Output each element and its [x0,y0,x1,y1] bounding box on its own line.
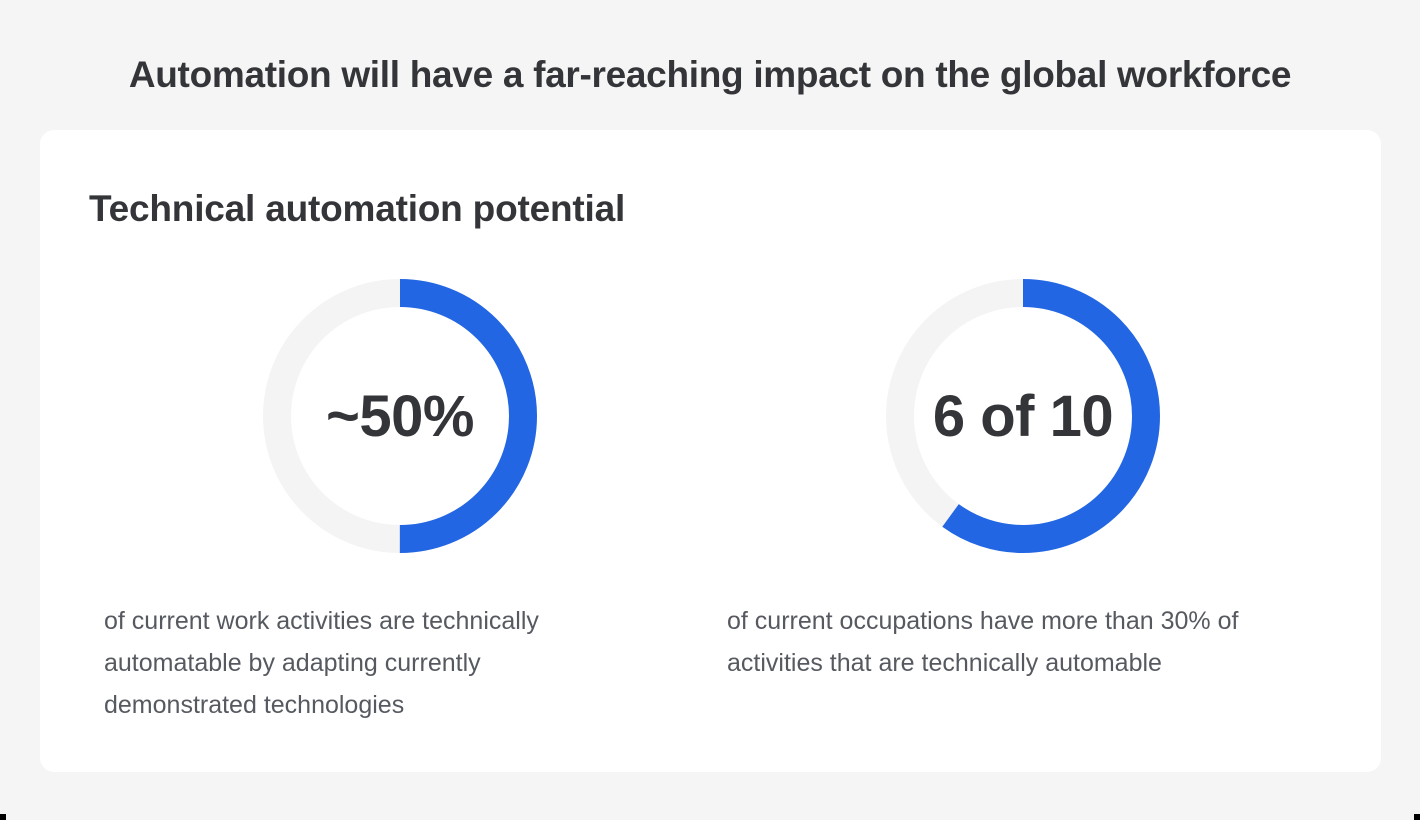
stat-description-occupations: of current occupations have more than 30… [727,600,1238,684]
stat-occupations: 6 of 10 [883,276,1163,556]
description-line: of current occupations have more than 30… [727,607,1239,635]
description-line: of current work activities are technical… [104,607,539,635]
stat-description-work-activities: of current work activities are technical… [104,600,539,726]
description-line: automatable by adapting currently [104,649,481,677]
corner-marker [1414,814,1420,820]
donut-arc [886,279,1160,553]
stat-value: 6 of 10 [932,383,1114,449]
corner-marker [0,814,6,820]
donut-chart-occupations [886,279,1160,553]
card-title: Technical automation potential [89,188,626,229]
automation-potential-card: Technical automation potential ~50% of c… [40,130,1381,772]
page-title: Automation will have a far-reaching impa… [128,54,1292,95]
stat-work-activities: ~50% [260,276,540,556]
donut-arc [263,279,537,553]
description-line: activities that are technically automabl… [727,649,1162,677]
description-line: demonstrated technologies [104,691,405,719]
donut-chart-work-activities [263,279,537,553]
stat-value: ~50% [326,383,474,449]
